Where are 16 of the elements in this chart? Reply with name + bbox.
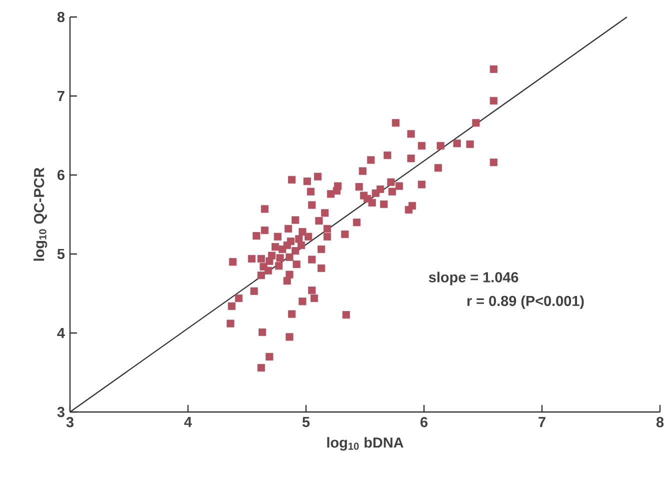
annotation: r = 0.89 (P<0.001) <box>467 295 584 309</box>
y-tick-label: 8 <box>57 12 65 22</box>
x-axis-title: log$_{10}$ bDNA <box>327 437 404 451</box>
x-tick-label: 8 <box>656 417 664 428</box>
y-tick-label: 3 <box>57 406 64 418</box>
y-tick-label: 6 <box>57 170 64 180</box>
x-tick-label: 6 <box>420 417 428 428</box>
y-tick-label: 5 <box>57 248 65 260</box>
y-tick-label: 4 <box>57 328 65 338</box>
y-tick-label: 7 <box>58 91 64 101</box>
x-tick-label: 7 <box>538 417 546 427</box>
annotation: slope = 1.046 <box>428 272 518 286</box>
x-tick-label: 5 <box>302 417 310 428</box>
y-axis-title: log$_{10}$ QC-PCR <box>34 168 48 261</box>
x-tick-label: 4 <box>184 417 192 427</box>
x-tick-label: 3 <box>66 417 74 428</box>
